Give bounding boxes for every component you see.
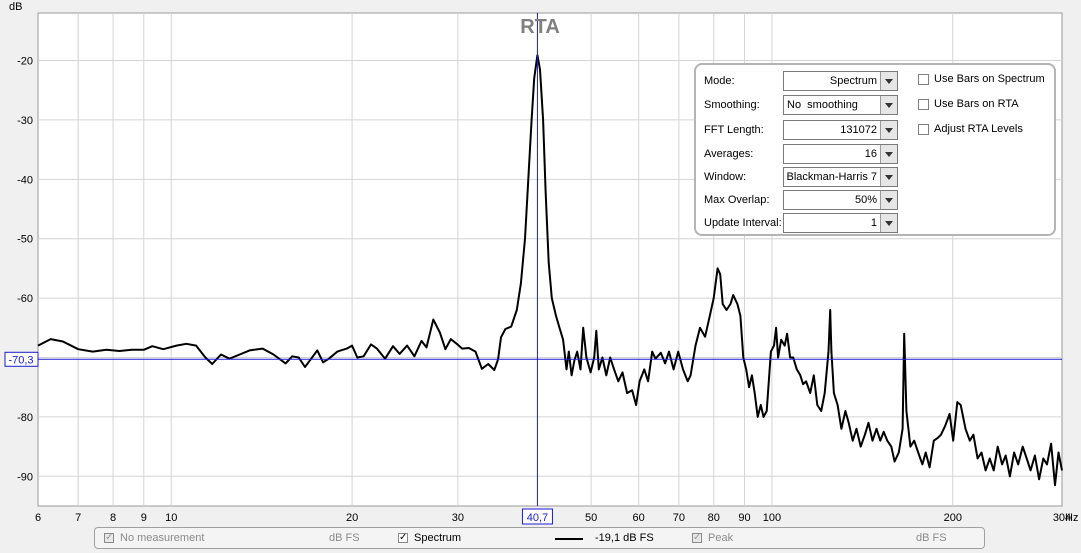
- no-measurement-checkbox: ✓: [104, 532, 114, 543]
- x-tick-label: 6: [35, 512, 41, 524]
- window-select[interactable]: Blackman-Harris 7: [783, 167, 898, 187]
- chevron-down-icon[interactable]: [880, 96, 897, 114]
- use-bars-rta-checkbox[interactable]: [918, 99, 929, 110]
- spectrum-label: Spectrum: [414, 532, 462, 544]
- mode-row: Mode: Spectrum: [704, 71, 900, 91]
- chevron-down-icon[interactable]: [880, 72, 897, 90]
- x-tick-label: 200: [944, 512, 962, 524]
- mode-select[interactable]: Spectrum: [783, 71, 898, 91]
- x-tick-label: 20: [346, 512, 358, 524]
- fft-length-value: 131072: [840, 124, 877, 136]
- cursor-y-readout: -70,3: [4, 351, 39, 367]
- chevron-down-icon[interactable]: [880, 168, 897, 186]
- cursor-x-value: 40,7: [527, 512, 548, 524]
- x-tick-label: 304: [1053, 512, 1071, 524]
- x-tick-label: 70: [673, 512, 685, 524]
- max-overlap-row: Max Overlap: 50%: [704, 190, 900, 210]
- window-value: Blackman-Harris 7: [786, 171, 877, 183]
- y-tick-label: -90: [17, 471, 33, 483]
- use-bars-rta-label: Use Bars on RTA: [934, 98, 1019, 110]
- spectrum-checkbox[interactable]: ✓: [398, 532, 408, 543]
- peak-unit: dB FS: [916, 532, 947, 544]
- y-axis-unit-label: dB: [9, 1, 22, 13]
- x-tick-label: 7: [75, 512, 81, 524]
- x-tick-label: 100: [763, 512, 781, 524]
- window-label: Window:: [704, 171, 747, 183]
- smoothing-select[interactable]: No smoothing: [783, 95, 898, 115]
- spectrum-value: -19,1 dB FS: [595, 532, 654, 544]
- spectrum-line-swatch: [555, 538, 583, 540]
- mode-value: Spectrum: [829, 75, 877, 87]
- averages-select[interactable]: 16: [783, 144, 898, 164]
- rta-settings-panel: Mode: Spectrum Smoothing: No smoothing F…: [694, 63, 1056, 236]
- cursor-y-value: -70,3: [8, 354, 33, 366]
- chevron-down-icon[interactable]: [880, 145, 897, 163]
- x-tick-label: 60: [633, 512, 645, 524]
- use-bars-spectrum-label: Use Bars on Spectrum: [934, 73, 1045, 85]
- chevron-down-icon[interactable]: [880, 121, 897, 139]
- x-tick-label: 30: [452, 512, 464, 524]
- y-tick-label: -60: [17, 293, 33, 305]
- y-tick-label: -40: [17, 174, 33, 186]
- use-bars-spectrum-checkbox[interactable]: [918, 74, 929, 85]
- update-interval-label: Update Interval:: [704, 217, 782, 229]
- update-interval-select[interactable]: 1: [783, 213, 898, 233]
- x-tick-label: 8: [110, 512, 116, 524]
- max-overlap-label: Max Overlap:: [704, 194, 770, 206]
- max-overlap-value: 50%: [854, 194, 877, 206]
- y-tick-label: -80: [17, 412, 33, 424]
- x-tick-label: 10: [165, 512, 177, 524]
- averages-row: Averages: 16: [704, 144, 900, 164]
- peak-label: Peak: [708, 532, 734, 544]
- y-tick-label: -20: [17, 56, 33, 68]
- chart-title: RTA: [520, 16, 560, 38]
- no-measurement-unit: dB FS: [329, 532, 360, 544]
- smoothing-value: No smoothing: [787, 99, 858, 111]
- x-tick-label: 9: [141, 512, 147, 524]
- cursor-x-readout: 40,7: [521, 508, 553, 525]
- fft-length-row: FFT Length: 131072: [704, 120, 900, 140]
- averages-value: 16: [864, 148, 877, 160]
- adjust-rta-levels-checkbox[interactable]: [918, 124, 929, 135]
- x-tick-label: 50: [585, 512, 597, 524]
- trace-legend: ✓ No measurement dB FS ✓ Spectrum -19,1 …: [94, 527, 985, 549]
- mode-label: Mode:: [704, 75, 735, 87]
- fft-length-label: FFT Length:: [704, 124, 764, 136]
- smoothing-label: Smoothing:: [704, 99, 760, 111]
- fft-length-select[interactable]: 131072: [783, 120, 898, 140]
- window-row: Window: Blackman-Harris 7: [704, 167, 900, 187]
- x-tick-label: 80: [708, 512, 720, 524]
- x-tick-label: 90: [738, 512, 750, 524]
- smoothing-row: Smoothing: No smoothing: [704, 95, 900, 115]
- chevron-down-icon[interactable]: [880, 214, 897, 232]
- max-overlap-select[interactable]: 50%: [783, 190, 898, 210]
- update-interval-value: 1: [870, 217, 877, 229]
- averages-label: Averages:: [704, 148, 754, 160]
- peak-checkbox: ✓: [692, 532, 702, 543]
- x-axis-unit-label: Hz: [1065, 512, 1078, 524]
- chevron-down-icon[interactable]: [880, 191, 897, 209]
- adjust-rta-levels-label: Adjust RTA Levels: [934, 123, 1023, 135]
- spectrum-trace: [37, 54, 1063, 487]
- no-measurement-label: No measurement: [120, 532, 205, 544]
- y-tick-label: -30: [17, 115, 33, 127]
- update-interval-row: Update Interval: 1: [704, 213, 900, 233]
- y-tick-label: -50: [17, 234, 33, 246]
